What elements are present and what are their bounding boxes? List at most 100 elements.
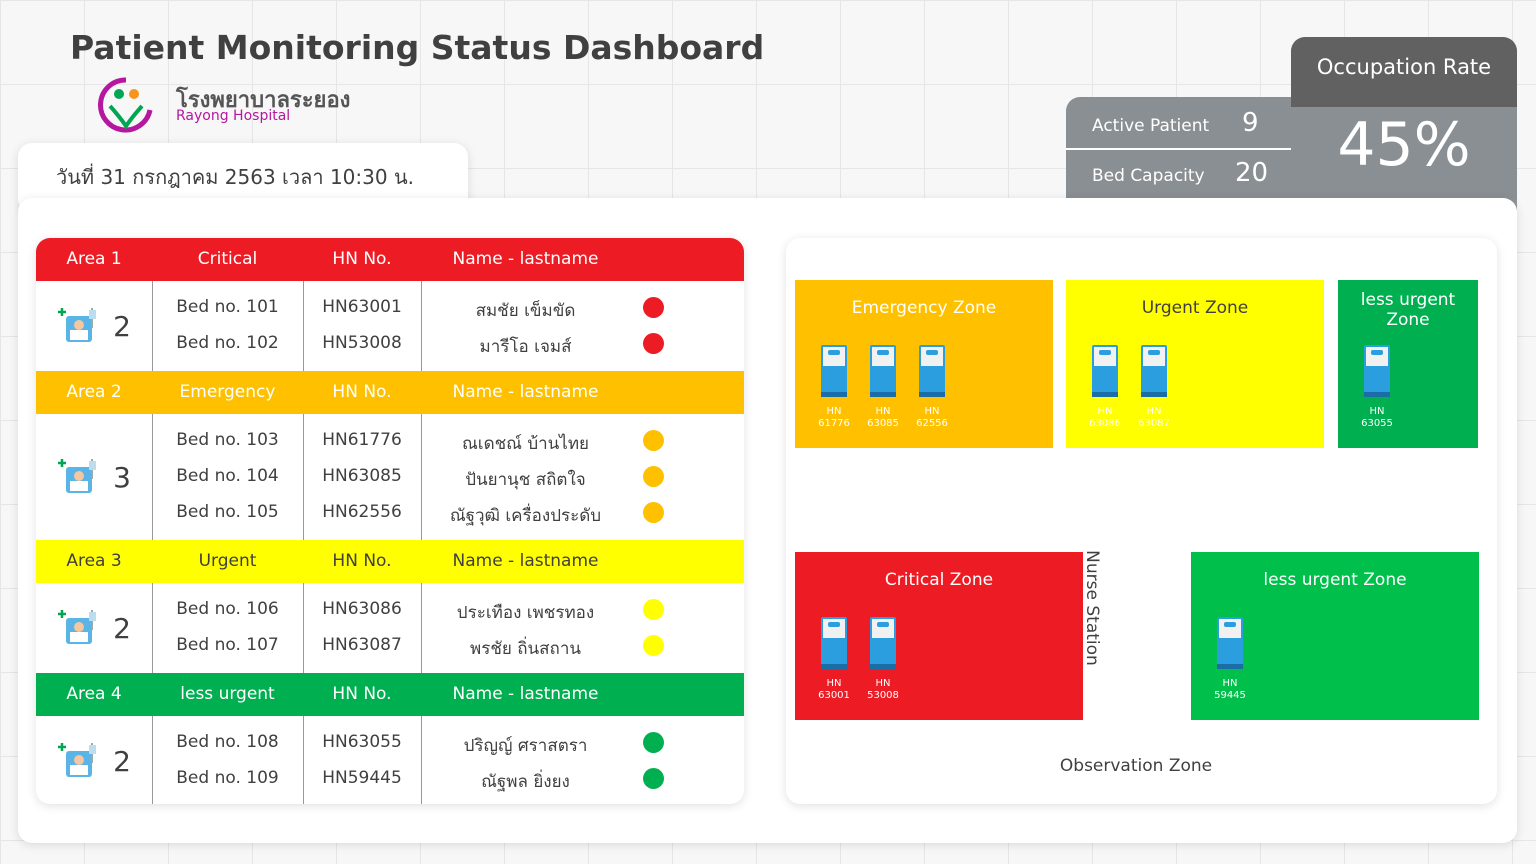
bed-icon xyxy=(1363,344,1391,398)
zone-label: Urgent Zone xyxy=(1141,298,1249,318)
date: วันที่ 31 กรกฎาคม 2563 เวลา 10:30 น. xyxy=(56,165,414,189)
header-cell: Urgent xyxy=(198,551,257,571)
column-divider xyxy=(303,583,304,673)
hospital-logo xyxy=(98,77,153,133)
observation-zone: Observation Zone xyxy=(1059,756,1213,776)
patient-name: ณเดชณ์ บ้านไทย xyxy=(461,434,589,454)
header-cell: less urgent xyxy=(180,684,275,704)
zone-label: Emergency Zone xyxy=(851,298,997,318)
patient-icon xyxy=(58,304,100,346)
bed-hn: 63086 xyxy=(1089,418,1121,429)
status-dot xyxy=(643,502,664,523)
header-cell: HN No. xyxy=(332,684,392,704)
patient-count: 2 xyxy=(113,612,131,645)
header-cell: HN No. xyxy=(332,249,392,269)
bed-icon xyxy=(869,344,897,398)
patient-name: พรชัย ถิ่นสถาน xyxy=(470,639,581,659)
bed-no: Bed no. 101 xyxy=(176,297,279,317)
area-header xyxy=(36,540,744,583)
column-divider xyxy=(152,414,153,540)
status-dot xyxy=(643,635,664,656)
column-divider xyxy=(303,414,304,540)
bed-hn: 53008 xyxy=(867,690,899,701)
column-divider xyxy=(152,716,153,804)
rate-header xyxy=(1291,37,1517,107)
column-divider xyxy=(152,583,153,673)
column-divider xyxy=(152,281,153,371)
bed-hn-prefix: HN xyxy=(826,678,842,689)
floor-map: Nurse Station Observation Zone Emergency… xyxy=(786,238,1497,804)
patient-count: 2 xyxy=(113,310,131,343)
hn-no: HN61776 xyxy=(322,430,402,450)
patient-name: ประเทือง เพชรทอง xyxy=(456,603,595,623)
area-header xyxy=(36,238,744,281)
patient-count: 2 xyxy=(113,745,131,778)
header-cell: Emergency xyxy=(179,382,276,402)
hn-no: HN63087 xyxy=(322,635,402,655)
zone-label: less urgent Zone xyxy=(1263,570,1407,590)
patient-name: ณัฐวุฒิ เครื่องประดับ xyxy=(449,506,602,526)
patient-icon xyxy=(58,606,100,648)
hn-no: HN62556 xyxy=(322,502,402,522)
column-divider xyxy=(303,281,304,371)
bed-hn-prefix: HN xyxy=(875,406,891,417)
status-dot xyxy=(643,732,664,753)
bed-hn: 61776 xyxy=(818,418,850,429)
status-dot xyxy=(643,768,664,789)
rate-title: Occupation Rate xyxy=(1316,55,1492,79)
header-cell: Name - lastname xyxy=(452,684,599,704)
bed-hn-prefix: HN xyxy=(1097,406,1113,417)
bed-hn: 63085 xyxy=(867,418,899,429)
bed-no: Bed no. 107 xyxy=(176,635,279,655)
bed-hn-prefix: HN xyxy=(875,678,891,689)
title: Patient Monitoring Status Dashboard xyxy=(70,28,765,67)
bed-icon xyxy=(1216,616,1244,670)
patient-name: ปริญญ์ ศราสตรา xyxy=(463,736,588,756)
bed-hn-prefix: HN xyxy=(826,406,842,417)
bed-icon xyxy=(1140,344,1168,398)
hn-no: HN63055 xyxy=(322,732,402,752)
bed-hn-prefix: HN xyxy=(924,406,940,417)
header-cell: HN No. xyxy=(332,551,392,571)
nurse-station: Nurse Station xyxy=(1082,550,1102,666)
bed-hn-prefix: HN xyxy=(1222,678,1238,689)
status-dot xyxy=(643,297,664,318)
column-divider xyxy=(421,716,422,804)
header-cell: Area 4 xyxy=(66,684,122,704)
active-value: 9 xyxy=(1242,108,1259,138)
column-divider xyxy=(303,716,304,804)
patient-table: Area 1 Critical HN No. Name - lastname 2 Bed … xyxy=(36,238,744,804)
column-divider xyxy=(421,414,422,540)
hn-no: HN53008 xyxy=(322,333,402,353)
hn-no: HN63085 xyxy=(322,466,402,486)
header-cell: Name - lastname xyxy=(452,249,599,269)
patient-name: ณัฐพล ยิ่งยง xyxy=(481,772,570,792)
bed-icon xyxy=(1091,344,1119,398)
active-label: Active Patient xyxy=(1092,116,1210,136)
header-cell: HN No. xyxy=(332,382,392,402)
patient-name: สมชัย เข็มขัด xyxy=(475,301,576,321)
bed-no: Bed no. 103 xyxy=(176,430,279,450)
bed-hn: 63087 xyxy=(1138,418,1170,429)
bed-icon xyxy=(820,616,848,670)
header-cell: Critical xyxy=(197,249,258,269)
bed-no: Bed no. 102 xyxy=(176,333,279,353)
header-cell: Area 1 xyxy=(66,249,122,269)
column-divider xyxy=(421,281,422,371)
rate-value: 45% xyxy=(1337,110,1471,180)
hn-no: HN63001 xyxy=(322,297,402,317)
zone-label: less urgent Zone xyxy=(1360,290,1456,330)
hospital-name-th: โรงพยาบาลระยอง xyxy=(176,88,351,113)
bed-icon xyxy=(820,344,848,398)
bed-hn-prefix: HN xyxy=(1146,406,1162,417)
bed-icon xyxy=(869,616,897,670)
divider xyxy=(1066,148,1291,150)
status-dot xyxy=(643,333,664,354)
bed-hn: 63001 xyxy=(818,690,850,701)
bed-no: Bed no. 109 xyxy=(176,768,279,788)
bed-hn: 63055 xyxy=(1361,418,1393,429)
bed-hn-prefix: HN xyxy=(1369,406,1385,417)
header-cell: Area 3 xyxy=(66,551,122,571)
header-cell: Area 2 xyxy=(66,382,122,402)
